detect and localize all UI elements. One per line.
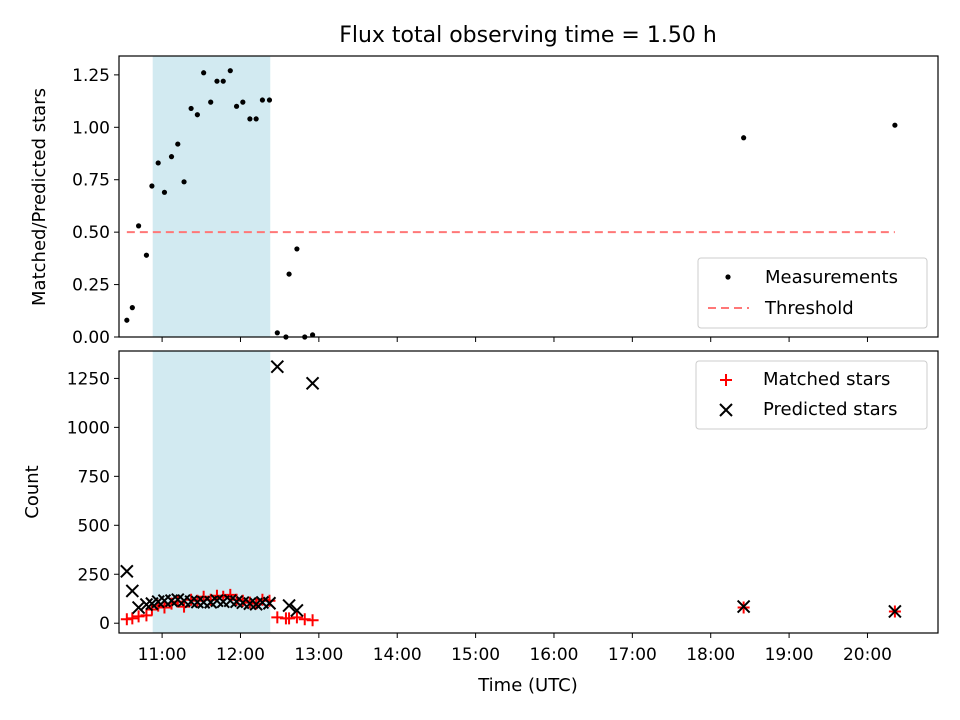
measurement-point bbox=[149, 183, 155, 189]
matched-star-point bbox=[178, 600, 191, 613]
x-tick-label: 18:00 bbox=[686, 645, 735, 665]
matched-star-point bbox=[158, 601, 171, 614]
measurement-point bbox=[247, 116, 253, 122]
bottom-legend-box bbox=[695, 360, 928, 430]
measurement-point bbox=[227, 68, 233, 74]
legend-predicted-marker bbox=[719, 403, 733, 417]
y-tick-label: 1.00 bbox=[72, 118, 110, 138]
predicted-star-point bbox=[131, 600, 146, 615]
predicted-star-point bbox=[305, 376, 320, 391]
predicted-star-point bbox=[270, 359, 285, 374]
bottom-highlight-span bbox=[152, 351, 271, 633]
predicted-star-point bbox=[736, 599, 751, 614]
predicted-star-point bbox=[282, 598, 296, 613]
measurement-point bbox=[294, 246, 300, 252]
x-axis-label: Time (UTC) bbox=[477, 675, 578, 696]
legend-threshold-label: Threshold bbox=[764, 298, 854, 319]
bottom-axis-ticks: 0 250 500 750 1000 1250 11:00 12:00 13:00 14:00 15… bbox=[67, 369, 892, 665]
measurement-point bbox=[129, 305, 135, 311]
legend-matched-marker bbox=[720, 374, 732, 386]
y-tick-label: 500 bbox=[78, 516, 110, 536]
y-tick-label: 1000 bbox=[67, 418, 110, 438]
measurement-point bbox=[233, 103, 240, 109]
matched-star-point bbox=[290, 611, 303, 624]
measurement-point bbox=[201, 70, 207, 76]
predicted-star-point bbox=[888, 604, 902, 619]
predicted-star-point bbox=[139, 597, 154, 612]
matched-star-point bbox=[224, 588, 237, 601]
measurement-point bbox=[155, 160, 161, 166]
x-tick-label: 11:00 bbox=[138, 645, 187, 665]
top-highlight-span bbox=[152, 56, 271, 337]
predicted-star-point bbox=[262, 596, 277, 610]
y-tick-label: 0.75 bbox=[72, 171, 110, 191]
x-tick-label: 16:00 bbox=[529, 645, 578, 665]
legend-matched-label: Matched stars bbox=[763, 369, 890, 390]
measurement-point bbox=[161, 189, 168, 195]
measurement-point bbox=[741, 135, 747, 141]
measurement-point bbox=[259, 97, 266, 103]
measurement-point bbox=[124, 317, 130, 323]
highlight-span-rect bbox=[152, 56, 271, 337]
measurement-point bbox=[309, 332, 316, 338]
bottom-axes-frame bbox=[118, 350, 939, 634]
top-legend: Measurements Threshold bbox=[697, 257, 928, 329]
measurement-point bbox=[175, 141, 181, 147]
highlight-span-rect bbox=[152, 351, 271, 633]
measurement-point bbox=[892, 122, 898, 128]
y-tick-label: 0.25 bbox=[72, 276, 110, 296]
measurement-point bbox=[135, 223, 142, 229]
y-tick-label: 0.00 bbox=[72, 328, 110, 348]
measurement-point bbox=[240, 99, 246, 105]
top-axes-frame bbox=[118, 55, 939, 338]
predicted-star-point bbox=[120, 564, 134, 579]
x-tick-label: 12:00 bbox=[216, 645, 265, 665]
x-tick-label: 19:00 bbox=[765, 645, 814, 665]
x-tick-label: 15:00 bbox=[451, 645, 500, 665]
top-axis-ticks: 0.00 0.25 0.50 0.75 1.00 1.25 bbox=[72, 66, 868, 348]
measurement-point bbox=[194, 112, 200, 118]
predicted-star-point bbox=[190, 595, 205, 609]
matched-star-point bbox=[306, 614, 319, 627]
measurement-point bbox=[220, 78, 226, 84]
y-tick-label: 1250 bbox=[67, 369, 110, 389]
predicted-star-point bbox=[290, 603, 304, 618]
bottom-legend: Matched stars Predicted stars bbox=[695, 360, 928, 430]
predicted-stars-points bbox=[120, 359, 902, 619]
measurement-point bbox=[214, 78, 220, 84]
y-tick-label: 0 bbox=[99, 614, 110, 634]
legend-predicted-label: Predicted stars bbox=[763, 399, 897, 420]
measurement-point bbox=[208, 99, 214, 105]
measurement-points bbox=[124, 68, 898, 340]
x-tick-label: 17:00 bbox=[608, 645, 657, 665]
measurement-point bbox=[253, 116, 259, 122]
chart-title: Flux total observing time = 1.50 h bbox=[339, 23, 717, 48]
x-tick-label: 13:00 bbox=[294, 645, 343, 665]
bottom-panel: 0 250 500 750 1000 1250 11:00 12:00 13:00 14:00 15… bbox=[22, 350, 939, 696]
top-y-axis-label: Matched/Predicted stars bbox=[29, 88, 50, 306]
y-tick-label: 250 bbox=[78, 565, 110, 585]
measurement-point bbox=[274, 330, 280, 336]
legend-measurements-marker bbox=[725, 274, 731, 280]
measurement-point bbox=[181, 179, 187, 185]
matched-star-point bbox=[140, 609, 153, 622]
measurement-point bbox=[266, 97, 273, 103]
measurement-point bbox=[286, 271, 292, 277]
legend-measurements-label: Measurements bbox=[765, 267, 898, 288]
x-tick-label: 14:00 bbox=[373, 645, 422, 665]
measurement-point bbox=[168, 154, 175, 160]
bottom-y-axis-label: Count bbox=[22, 465, 43, 518]
top-panel: 0.00 0.25 0.50 0.75 1.00 1.25 Matched/Predict… bbox=[29, 55, 939, 348]
x-tick-label: 20:00 bbox=[843, 645, 892, 665]
measurement-point bbox=[143, 252, 150, 258]
y-tick-label: 1.25 bbox=[72, 66, 110, 86]
top-legend-box bbox=[697, 257, 928, 329]
matched-star-point bbox=[126, 612, 139, 625]
y-tick-label: 0.50 bbox=[72, 223, 110, 243]
predicted-star-point bbox=[125, 584, 140, 598]
y-tick-label: 750 bbox=[78, 467, 110, 487]
measurement-point bbox=[188, 105, 194, 112]
